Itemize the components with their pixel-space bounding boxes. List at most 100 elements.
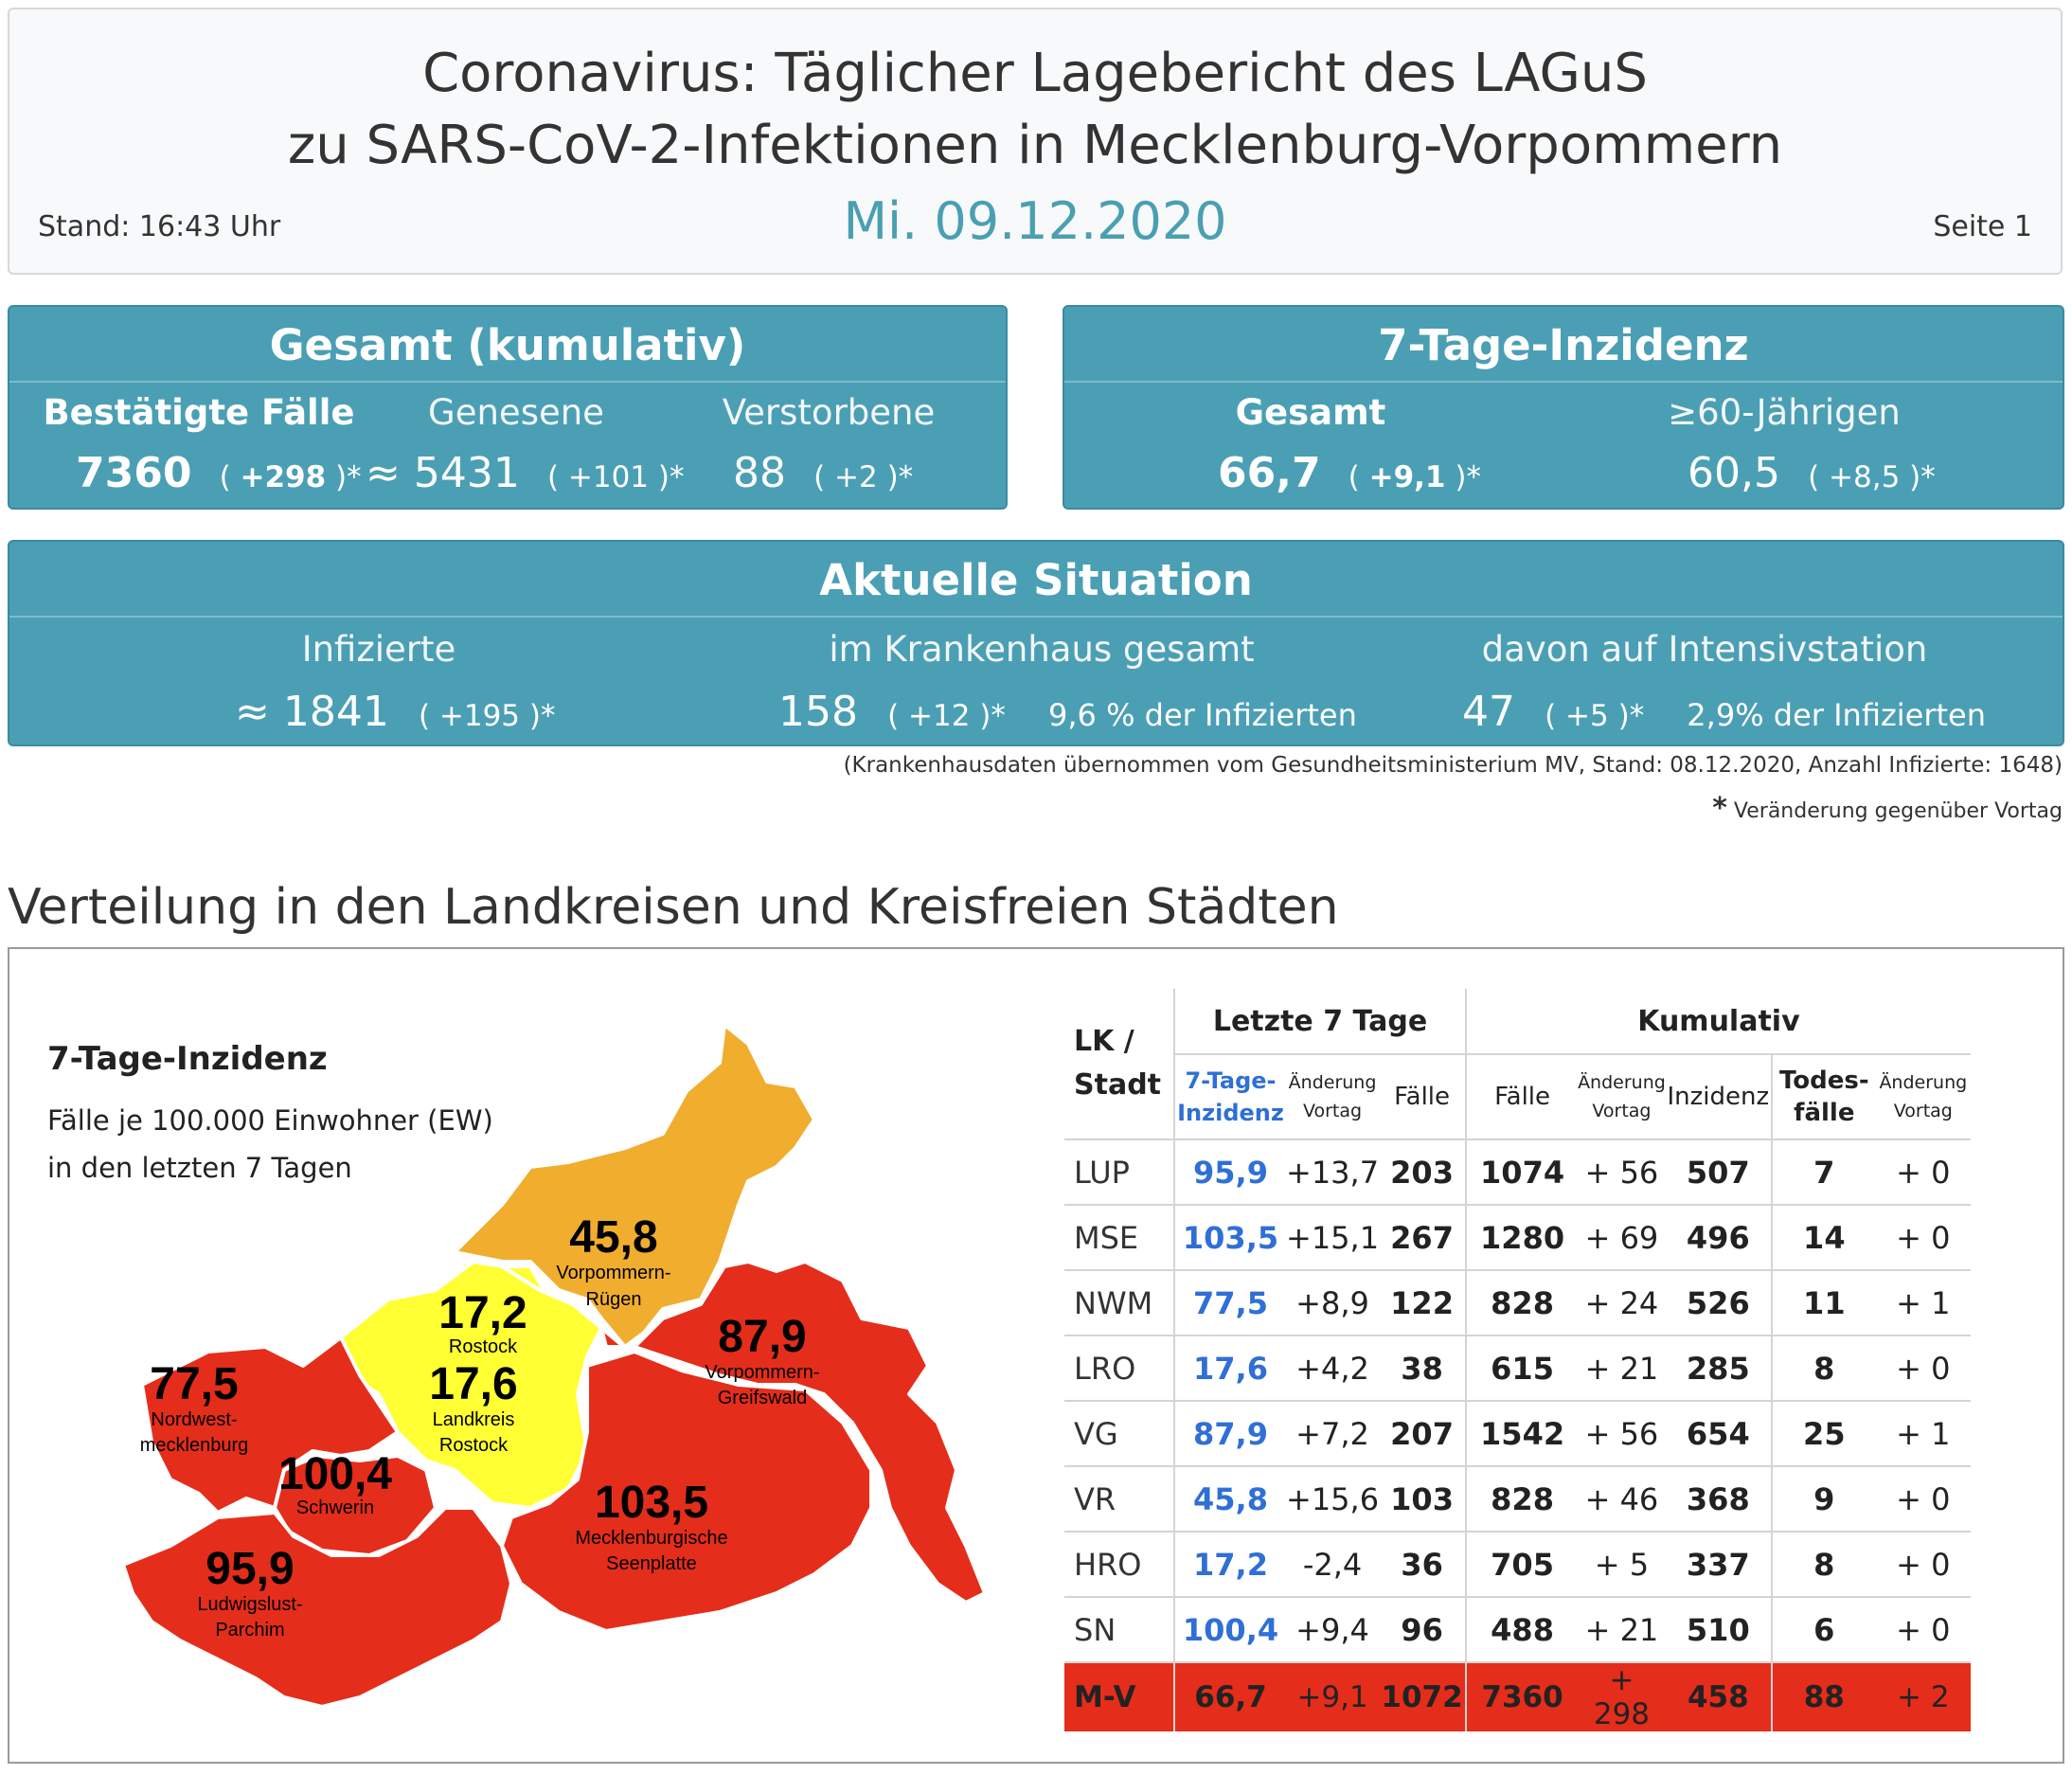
hospital-value-row: 158 ( +12 )* 9,6 % der Infizierten — [778, 688, 1357, 736]
recovered-label: Genesene — [428, 392, 604, 433]
row-inzidenz: 368 — [1665, 1465, 1772, 1532]
table-row: HRO 17,2 -2,4 36 705 + 5 337 8 + 0 — [1064, 1531, 1971, 1597]
row-inz-change: +4,2 — [1286, 1335, 1380, 1401]
row-todes: 8 — [1770, 1531, 1876, 1597]
table-row: VR 45,8 +15,6 103 828 + 46 368 9 + 0 — [1064, 1465, 1971, 1532]
recovered-value-row: ≈ 5431 ( +101 )* — [366, 449, 684, 497]
map-region-mse — [500, 1350, 873, 1633]
row-todes-change: + 1 — [1875, 1269, 1971, 1336]
row-todes-change: + 0 — [1875, 1139, 1971, 1205]
row-f7: 207 — [1379, 1400, 1467, 1466]
row-inzidenz: 507 — [1665, 1139, 1772, 1205]
infected-label: Infizierte — [301, 629, 456, 670]
row-faelle-change: + 46 — [1578, 1465, 1666, 1532]
infected-change: ( +195 )* — [418, 699, 556, 733]
section-title: Verteilung in den Landkreisen und Kreisf… — [8, 879, 1339, 936]
map-name-hro-1: Rostock — [449, 1336, 518, 1357]
row-f7: 267 — [1379, 1204, 1467, 1270]
title-line-2: zu SARS-CoV-2-Infektionen in Mecklenburg… — [287, 115, 1783, 176]
row-lk: VG — [1064, 1400, 1174, 1466]
title-line-1: Coronavirus: Täglicher Lagebericht des L… — [422, 43, 1648, 104]
row-lk: NWM — [1064, 1269, 1174, 1336]
row-todes-change: + 0 — [1875, 1596, 1971, 1662]
deceased-change: ( +2 )* — [813, 460, 914, 494]
inz-over60-label: ≥60-Jährigen — [1668, 392, 1901, 433]
row-lk: MSE — [1064, 1204, 1174, 1270]
row-todes-change: + 1 — [1875, 1400, 1971, 1466]
icu-col: davon auf Intensivstation — [1392, 629, 2017, 670]
map-subtitle: Fälle je 100.000 Einwohner (EW) in den l… — [47, 1097, 493, 1192]
col-faelle-header: Fälle — [1465, 1054, 1579, 1139]
infected-value-row: ≈ 1841 ( +195 )* — [235, 688, 555, 736]
total-todes-change: + 2 — [1875, 1661, 1971, 1731]
distribution-panel: 45,8 Vorpommern- Rügen 17,2 Rostock 17,6… — [8, 947, 2064, 1764]
row-inzidenz: 496 — [1665, 1204, 1772, 1270]
map-value-nwm: 77,5 — [150, 1359, 238, 1409]
row-inz: 17,6 — [1173, 1335, 1286, 1401]
table-group-header: LK / Stadt Letzte 7 Tage Kumulativ — [1064, 989, 1971, 1102]
confirmed-col: Bestätigte Fälle — [38, 392, 360, 433]
confirmed-value-row: 7360 ( +298 )* — [76, 449, 362, 497]
icu-change: ( +5 )* — [1545, 699, 1645, 733]
total-todes: 88 — [1770, 1661, 1876, 1731]
confirmed-value: 7360 — [76, 449, 192, 497]
total-lk: M-V — [1064, 1661, 1174, 1731]
map-value-vr: 45,8 — [569, 1212, 657, 1263]
table-row: NWM 77,5 +8,9 122 828 + 24 526 11 + 1 — [1064, 1269, 1971, 1336]
icu-value: 47 — [1462, 688, 1515, 736]
col-faelle-change-header: Änderung Vortag — [1578, 1072, 1666, 1121]
row-faelle: 615 — [1465, 1335, 1579, 1401]
gesamt-title: Gesamt (kumulativ) — [269, 320, 746, 370]
row-lk: VR — [1064, 1465, 1174, 1532]
map-name-vg-1: Vorpommern- — [705, 1362, 819, 1383]
inz-total-value: 66,7 — [1218, 449, 1321, 497]
map-region-vr — [453, 1023, 816, 1349]
row-faelle-change: + 24 — [1578, 1269, 1666, 1336]
row-faelle: 488 — [1465, 1596, 1579, 1662]
row-todes: 8 — [1770, 1335, 1876, 1401]
row-f7: 203 — [1379, 1139, 1467, 1205]
col-inzidenz-header: Inzidenz — [1667, 1083, 1770, 1111]
hospital-source-note: (Krankenhausdaten übernommen vom Gesundh… — [843, 753, 2063, 778]
row-inzidenz: 510 — [1665, 1596, 1772, 1662]
report-date: Mi. 09.12.2020 — [843, 191, 1227, 251]
icu-label: davon auf Intensivstation — [1481, 629, 1928, 670]
row-f7: 103 — [1379, 1465, 1467, 1532]
map-region-lro — [339, 1260, 603, 1510]
row-todes: 14 — [1770, 1204, 1876, 1270]
row-todes-change: + 0 — [1875, 1335, 1971, 1401]
row-lk: LUP — [1064, 1139, 1174, 1205]
inz-over60-value-row: 60,5 ( +8,5 )* — [1688, 449, 1936, 497]
district-table: LK / Stadt Letzte 7 Tage Kumulativ 7-Tag… — [1064, 989, 1971, 1731]
row-lk: SN — [1064, 1596, 1174, 1662]
total-inzidenz: 458 — [1665, 1661, 1772, 1731]
col-f7-header: Fälle — [1394, 1083, 1451, 1111]
infected-value: ≈ 1841 — [235, 688, 389, 736]
row-todes: 25 — [1770, 1400, 1876, 1466]
map-value-vg: 87,9 — [718, 1312, 806, 1362]
deceased-label: Verstorbene — [722, 392, 936, 433]
row-f7: 36 — [1379, 1531, 1467, 1597]
map-value-lup: 95,9 — [205, 1544, 294, 1594]
row-inz-change: +8,9 — [1286, 1269, 1380, 1336]
row-todes: 11 — [1770, 1269, 1876, 1336]
map-value-hro: 17,2 — [438, 1288, 527, 1338]
divider — [9, 381, 1006, 383]
inz-total-value-row: 66,7 ( +9,1 )* — [1218, 449, 1481, 497]
row-inz: 45,8 — [1173, 1465, 1286, 1532]
infected-col: Infizierte — [95, 629, 663, 670]
row-inzidenz: 337 — [1665, 1531, 1772, 1597]
map-name-mse-1: Mecklenburgische — [575, 1528, 727, 1549]
map-name-sn-1: Schwerin — [296, 1497, 374, 1518]
icu-value-row: 47 ( +5 )* 2,9% der Infizierten — [1462, 688, 1986, 736]
map-labels: 45,8 Vorpommern- Rügen 17,2 Rostock 17,6… — [140, 1212, 820, 1641]
inzidenz-title: 7-Tage-Inzidenz — [1378, 320, 1749, 370]
aktuell-title: Aktuelle Situation — [819, 555, 1253, 605]
row-faelle: 1280 — [1465, 1204, 1579, 1270]
row-f7: 122 — [1379, 1269, 1467, 1336]
row-inz-change: +13,7 — [1286, 1139, 1380, 1205]
hospital-percent: 9,6 % der Infizierten — [1048, 697, 1357, 733]
row-inz: 17,2 — [1173, 1531, 1286, 1597]
row-faelle-change: + 56 — [1578, 1139, 1666, 1205]
footnote-star: * — [1712, 792, 1727, 825]
